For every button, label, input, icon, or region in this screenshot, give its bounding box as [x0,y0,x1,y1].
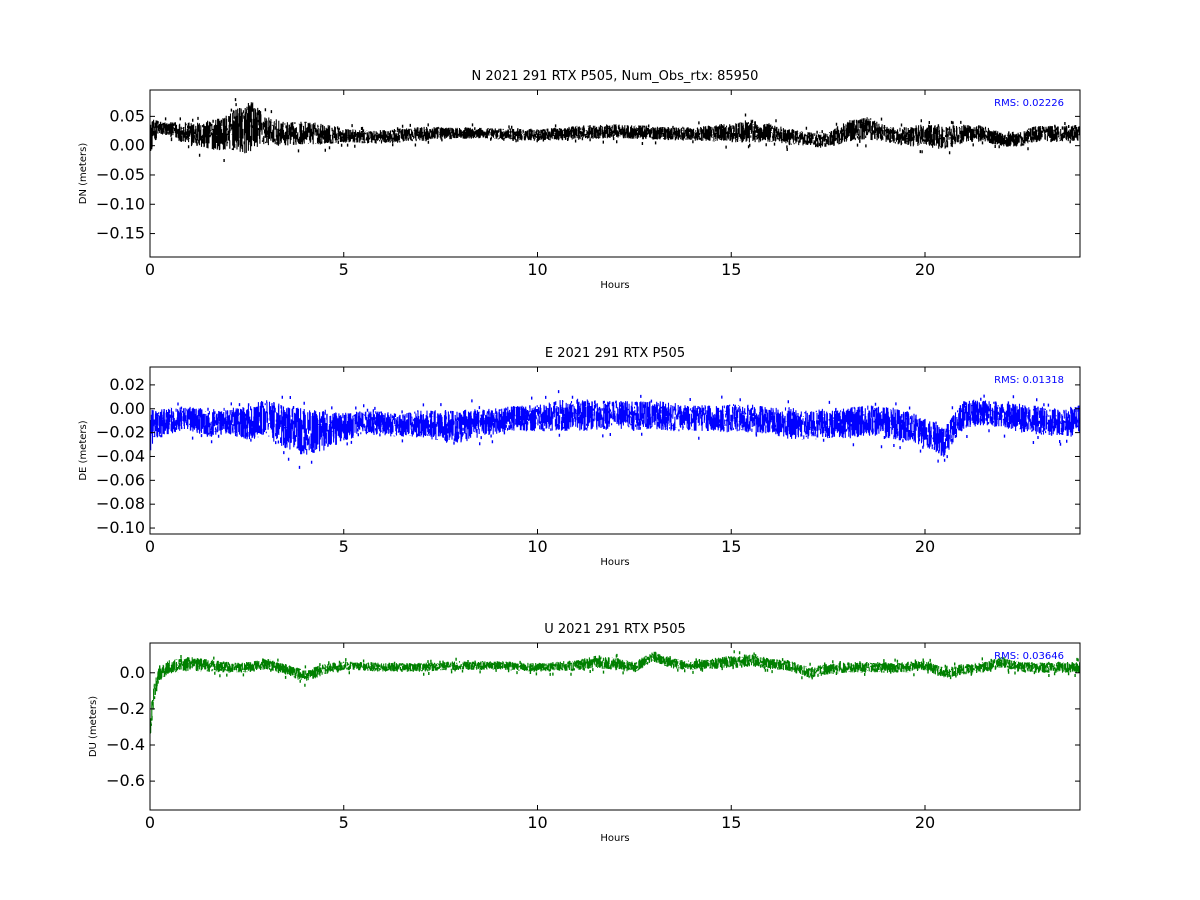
data-outliers-east [156,390,1073,469]
y-tick-label-north: 0.05 [109,106,145,125]
data-points-north [150,98,1080,162]
y-tick-label-up: −0.6 [106,771,145,790]
x-tick-label-east: 5 [339,537,349,556]
chart-title-north: N 2021 291 RTX P505, Num_Obs_rtx: 85950 [472,69,759,84]
y-axis-label-north: DN (meters) [78,143,89,205]
x-tick-label-east: 15 [721,537,741,556]
y-tick-label-east: 0.00 [109,399,145,418]
y-axis-label-east: DE (meters) [78,420,89,480]
data-outliers-north [155,98,1078,162]
y-tick-label-up: −0.2 [106,699,145,718]
x-tick-label-north: 15 [721,260,741,279]
x-tick-label-north: 20 [915,260,935,279]
y-tick-label-east: −0.04 [96,446,145,465]
x-tick-label-north: 5 [339,260,349,279]
x-tick-label-up: 20 [915,813,935,832]
y-tick-label-up: 0.0 [120,663,145,682]
rms-annotation-east: RMS: 0.01318 [994,375,1064,386]
y-tick-label-east: −0.08 [96,494,145,513]
data-points-east [150,390,1080,469]
x-tick-label-east: 20 [915,537,935,556]
x-tick-label-north: 0 [145,260,155,279]
y-tick-label-east: −0.02 [96,423,145,442]
panel-north: 0 5 10 15 20 0.05 0.00 −0.05 −0.10 −0.15 N 2021 29… [78,69,1081,291]
x-axis-label-east: Hours [600,557,629,568]
rms-annotation-north: RMS: 0.02226 [994,98,1064,109]
x-tick-label-east: 0 [145,537,155,556]
panel-east: 0 5 10 15 20 0.02 0.00 −0.02 −0.04 −0.06 −0.08 −0.1… [78,346,1081,568]
data-outliers-up [155,650,1079,692]
x-tick-label-up: 5 [339,813,349,832]
x-axis-label-up: Hours [600,833,629,844]
data-marks-up [150,651,1080,734]
data-marks-east [150,398,1080,457]
y-tick-label-north: −0.05 [96,165,145,184]
x-axis-label-north: Hours [600,280,629,291]
y-tick-label-east: −0.10 [96,518,145,537]
y-tick-label-north: −0.15 [96,224,145,243]
x-tick-label-east: 10 [527,537,547,556]
y-tick-label-east: 0.02 [109,375,145,394]
y-tick-label-north: 0.00 [109,136,145,155]
x-tick-label-up: 15 [721,813,741,832]
x-tick-label-north: 10 [527,260,547,279]
axes-frame-north [149,89,1081,258]
chart-title-up: U 2021 291 RTX P505 [544,622,686,637]
chart-title-east: E 2021 291 RTX P505 [545,346,685,361]
x-tick-label-up: 10 [527,813,547,832]
axes-frame-east [149,366,1081,535]
data-marks-north [150,102,1080,157]
y-axis-label-up: DU (meters) [88,696,99,757]
y-tick-label-north: −0.10 [96,194,145,213]
rms-annotation-up: RMS: 0.03646 [994,651,1064,662]
panel-up: 0 5 10 15 20 0.0 −0.2 −0.4 −0.6 U 2021 291 RTX P5… [88,622,1081,844]
y-tick-label-up: −0.4 [106,735,145,754]
x-tick-label-up: 0 [145,813,155,832]
y-tick-label-east: −0.06 [96,470,145,489]
axes-frame-up [149,642,1081,811]
data-points-up [150,650,1080,734]
